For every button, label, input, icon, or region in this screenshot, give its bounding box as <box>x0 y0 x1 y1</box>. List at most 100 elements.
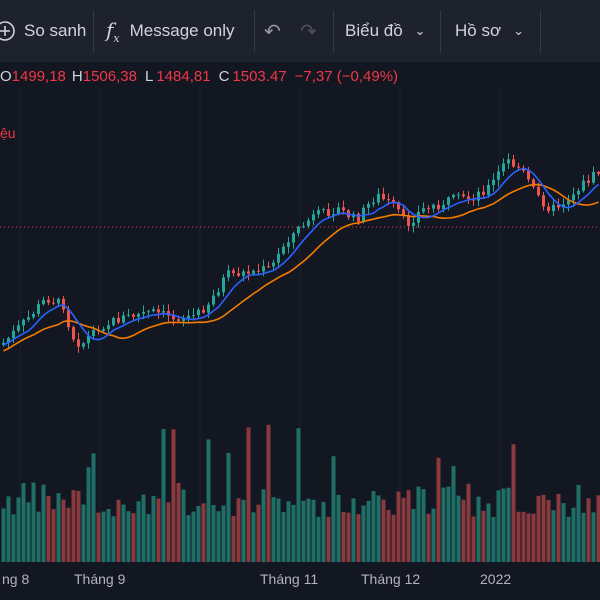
candle-body <box>42 299 45 305</box>
volume-bar <box>441 487 446 562</box>
change-value: −7,37 (−0,49%) <box>294 67 399 85</box>
candle-body <box>577 190 580 195</box>
candle-body <box>387 199 390 201</box>
volume-bar <box>471 516 476 562</box>
volume-bar <box>16 497 21 562</box>
volume-bar <box>376 495 381 562</box>
candle-body <box>22 319 25 326</box>
volume-bar <box>151 495 156 562</box>
volume-bar <box>281 512 286 562</box>
toolbar-divider <box>254 10 255 52</box>
ma-slow-line <box>3 183 599 352</box>
volume-bar <box>91 453 96 562</box>
volume-bar <box>511 444 516 562</box>
x-tick-label: ng 8 <box>2 571 29 587</box>
volume-bar <box>41 484 46 562</box>
candle-body <box>587 180 590 183</box>
chart-menu-button[interactable]: Biểu đồ ⌄ <box>345 0 426 62</box>
candle-body <box>552 204 555 212</box>
candle-body <box>297 226 300 234</box>
volume-bar <box>116 499 121 562</box>
volume-bar <box>496 490 501 562</box>
volume-bar <box>356 514 361 562</box>
volume-bar <box>316 516 321 562</box>
candle-body <box>507 159 510 164</box>
candle-body <box>497 171 500 180</box>
volume-bar <box>176 482 181 562</box>
volume-bar <box>136 501 141 562</box>
volume-bar <box>501 488 506 562</box>
volume-bars <box>1 424 600 562</box>
volume-bar <box>321 501 326 562</box>
volume-bar <box>66 507 71 562</box>
candle-body <box>342 207 345 211</box>
redo-icon: ↷ <box>300 20 317 43</box>
candle-body <box>437 204 440 210</box>
volume-bar <box>451 466 456 562</box>
candle-body <box>262 266 265 272</box>
volume-bar <box>366 500 371 562</box>
candle-body <box>17 325 20 331</box>
indicators-button[interactable]: fx Message only <box>106 0 235 62</box>
volume-bar <box>216 511 221 562</box>
candle-body <box>527 170 530 180</box>
volume-bar <box>121 504 126 562</box>
candle-body <box>232 270 235 274</box>
volume-bar <box>1 508 6 562</box>
candle-body <box>202 309 205 313</box>
candle-body <box>142 311 145 314</box>
candle-body <box>567 200 570 205</box>
candle-body <box>547 206 550 212</box>
volume-bar <box>456 495 461 562</box>
candle-body <box>512 159 515 167</box>
volume-bar <box>531 513 536 562</box>
candle-body <box>487 184 490 195</box>
candle-body <box>457 194 460 196</box>
candle-body <box>477 191 480 201</box>
chevron-down-icon: ⌄ <box>513 23 525 38</box>
open-value: 1499,18 <box>11 67 66 85</box>
volume-bar <box>266 424 271 562</box>
candle-body <box>282 246 285 254</box>
candle-body <box>372 202 375 205</box>
candle-body <box>572 194 575 201</box>
candle-body <box>332 214 335 216</box>
redo-button[interactable]: ↷ <box>300 0 317 62</box>
candle-body <box>2 342 5 345</box>
candle-body <box>47 299 50 303</box>
candle-body <box>192 315 195 317</box>
compare-button[interactable]: So sanh <box>0 0 86 62</box>
chart-menu-label: Biểu đồ <box>345 21 403 40</box>
volume-bar <box>206 439 211 562</box>
candle-body <box>247 271 250 274</box>
volume-bar <box>346 512 351 562</box>
open-key: O <box>0 67 12 85</box>
volume-bar <box>101 511 106 562</box>
volume-bar <box>46 495 51 562</box>
volume-bar <box>271 497 276 562</box>
volume-bar <box>331 456 336 562</box>
volume-bar <box>381 499 386 562</box>
candle-body <box>412 222 415 226</box>
volume-bar <box>576 484 581 562</box>
volume-bar <box>401 497 406 562</box>
undo-button[interactable]: ↶ <box>264 0 281 62</box>
volume-bar <box>571 507 576 562</box>
candle-body <box>257 270 260 272</box>
volume-bar <box>326 516 331 562</box>
candle-body <box>212 295 215 305</box>
top-toolbar: So sanh fx Message only ↶ ↷ Biểu đồ ⌄ Hồ… <box>0 0 600 62</box>
volume-bar <box>306 498 311 562</box>
profile-menu-button[interactable]: Hồ sơ ⌄ <box>455 0 524 62</box>
volume-bar <box>221 505 226 562</box>
candle-body <box>102 329 105 331</box>
low-value: 1484,81 <box>156 67 211 85</box>
candle-body <box>467 196 470 199</box>
volume-bar <box>236 498 241 562</box>
volume-bar <box>481 510 486 562</box>
toolbar-divider <box>93 10 94 52</box>
volume-bar <box>261 489 266 562</box>
volume-bar <box>156 498 161 562</box>
candle-body <box>162 311 165 313</box>
